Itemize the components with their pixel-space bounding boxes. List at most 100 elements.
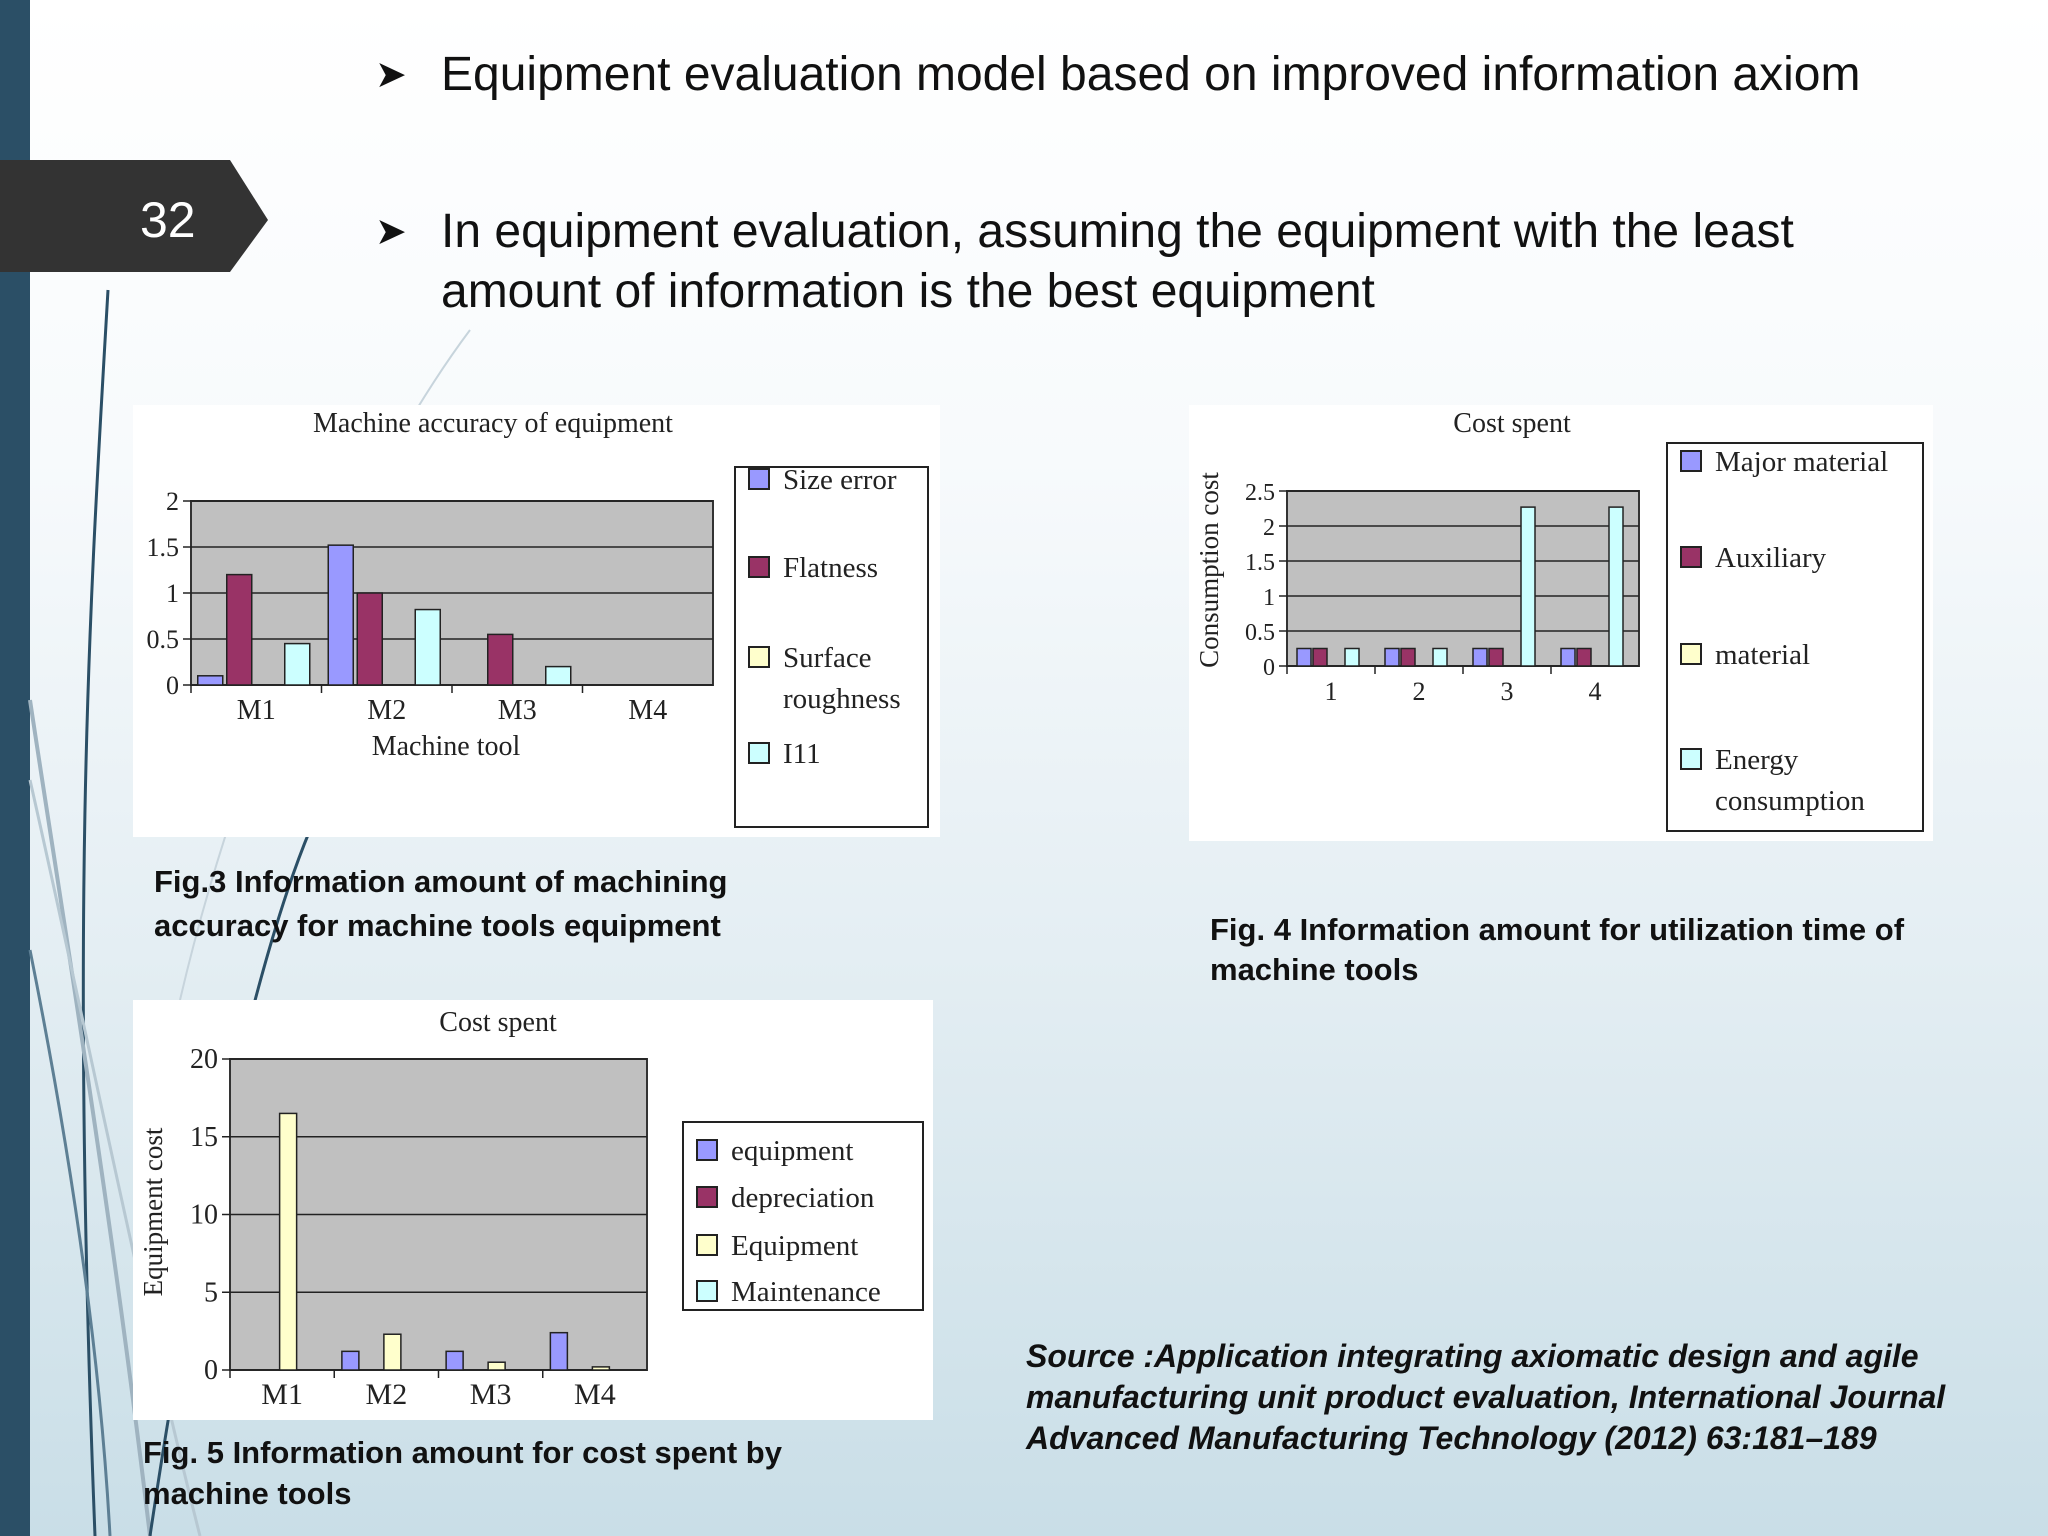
chart-title: Machine accuracy of equipment [313, 408, 673, 439]
bar [1400, 647, 1416, 667]
bar [1432, 647, 1448, 667]
decorative-line [28, 699, 152, 1536]
chart-fig5: Cost spent 0 5 10 15 20 M1 M2 M3 M4 Equipment cost… [133, 1000, 933, 1420]
chart-title: Cost spent [439, 1007, 557, 1038]
legend-entry: Equipment [731, 1230, 858, 1262]
y-axis-label: Equipment cost [138, 1127, 168, 1296]
x-tick-label: M4 [574, 1378, 616, 1411]
y-tick-label: 10 [190, 1200, 218, 1231]
caption-fig4: Fig. 4 Information amount for utilizatio… [1210, 912, 1905, 987]
y-tick-label: 0 [166, 671, 179, 700]
y-tick-label: 0.5 [1245, 620, 1275, 646]
legend-box [682, 1121, 924, 1311]
bar [445, 1350, 464, 1371]
bar [197, 675, 224, 686]
legend-swatch [748, 556, 770, 578]
legend-entry: material [1715, 639, 1810, 671]
bar [1560, 647, 1576, 667]
bar [383, 1333, 402, 1371]
bar [226, 573, 253, 686]
bullet-item: ➤ Equipment evaluation model based on im… [375, 45, 1995, 105]
legend-entry: Flatness [783, 552, 878, 584]
bar [1296, 647, 1312, 667]
arrow-bullet-icon: ➤ [375, 211, 407, 253]
y-tick-label: 1 [1263, 585, 1275, 611]
y-axis-label: Consumption cost [1194, 472, 1224, 668]
chart-fig4: Cost spent 0 0.5 1 1.5 2 2.5 1 2 3 4 Consumption co… [1189, 405, 1933, 841]
legend-entry: consumption [1715, 785, 1865, 817]
x-axis-label: Machine tool [372, 731, 521, 762]
y-tick-label: 20 [190, 1044, 218, 1075]
y-tick-label: 5 [204, 1277, 218, 1308]
bullet-item: ➤ In equipment evaluation, assuming the … [375, 202, 1955, 322]
legend-entry: I11 [783, 738, 821, 770]
x-tick-label: M3 [470, 1378, 512, 1411]
caption-fig3: Fig.3 Information amount of machining ac… [154, 864, 728, 943]
legend-box [1666, 442, 1924, 832]
legend-entry: Major material [1715, 446, 1888, 478]
legend-swatch [1680, 546, 1702, 568]
x-tick-label: M2 [367, 695, 406, 726]
y-tick-label: 2 [1263, 515, 1275, 541]
bar [1488, 647, 1504, 667]
legend-swatch [696, 1280, 718, 1302]
arrow-bullet-icon: ➤ [375, 54, 407, 96]
bar [356, 592, 383, 686]
caption-fig5: Fig. 5 Information amount for cost spent… [143, 1435, 782, 1511]
x-tick-label: M4 [628, 695, 667, 726]
bar [1576, 647, 1592, 667]
legend-swatch [748, 646, 770, 668]
bar [284, 642, 311, 686]
source-citation: Source :Application integrating axiomati… [1026, 1338, 1946, 1456]
decorative-line [81, 289, 110, 1536]
bar [341, 1350, 360, 1371]
y-tick-label: 2 [166, 487, 179, 516]
decorative-line [28, 779, 202, 1536]
y-tick-label: 0 [1263, 655, 1275, 681]
legend-entry: Auxiliary [1715, 542, 1827, 574]
y-tick-label: 1 [166, 579, 179, 608]
bar [1472, 647, 1488, 667]
x-tick-label: M3 [498, 695, 537, 726]
slide-number: 32 [140, 192, 196, 248]
chart-fig3: Machine accuracy of equipment 0 0.5 1 1.5 2 M1… [133, 405, 940, 837]
x-tick-label: 4 [1589, 677, 1602, 706]
legend-swatch [1680, 643, 1702, 665]
bar [1384, 647, 1400, 667]
y-tick-label: 0 [204, 1355, 218, 1386]
chart-fig4-svg: Cost spent 0 0.5 1 1.5 2 2.5 1 2 3 4 Consumption co… [1194, 408, 1924, 832]
bar [327, 544, 354, 686]
y-tick-label: 15 [190, 1122, 218, 1153]
chart-title: Cost spent [1453, 408, 1571, 439]
slide-number-tab [0, 160, 268, 272]
legend-swatch [748, 468, 770, 490]
bar [1520, 506, 1536, 667]
x-tick-label: M2 [366, 1378, 408, 1411]
y-tick-label: 1.5 [1245, 550, 1275, 576]
legend-entry: Surface [783, 642, 872, 674]
legend-swatch [1680, 450, 1702, 472]
legend-swatch [1680, 748, 1702, 770]
bar [1608, 506, 1624, 667]
chart-fig5-svg: Cost spent 0 5 10 15 20 M1 M2 M3 M4 Equipment cost… [138, 1007, 924, 1411]
bar [487, 633, 514, 686]
bar [414, 608, 441, 686]
x-tick-label: 1 [1325, 677, 1338, 706]
bar [591, 1366, 611, 1371]
y-tick-label: 0.5 [147, 625, 180, 654]
legend-entry: equipment [731, 1135, 853, 1167]
chart-fig3-svg: Machine accuracy of equipment 0 0.5 1 1.5 2 M1… [147, 408, 929, 828]
y-tick-label: 1.5 [147, 533, 180, 562]
legend-entry: Size error [783, 464, 897, 496]
bar [487, 1361, 506, 1371]
y-tick-label: 2.5 [1245, 480, 1275, 506]
bar [1344, 647, 1360, 667]
bar [549, 1331, 569, 1371]
bullet-text: Equipment evaluation model based on impr… [441, 48, 1861, 101]
legend-entry: roughness [783, 683, 901, 715]
legend-swatch [748, 742, 770, 764]
decorative-line [28, 949, 112, 1536]
bullet-text: In equipment evaluation, assuming the eq… [441, 205, 1794, 318]
legend-swatch [696, 1234, 718, 1256]
